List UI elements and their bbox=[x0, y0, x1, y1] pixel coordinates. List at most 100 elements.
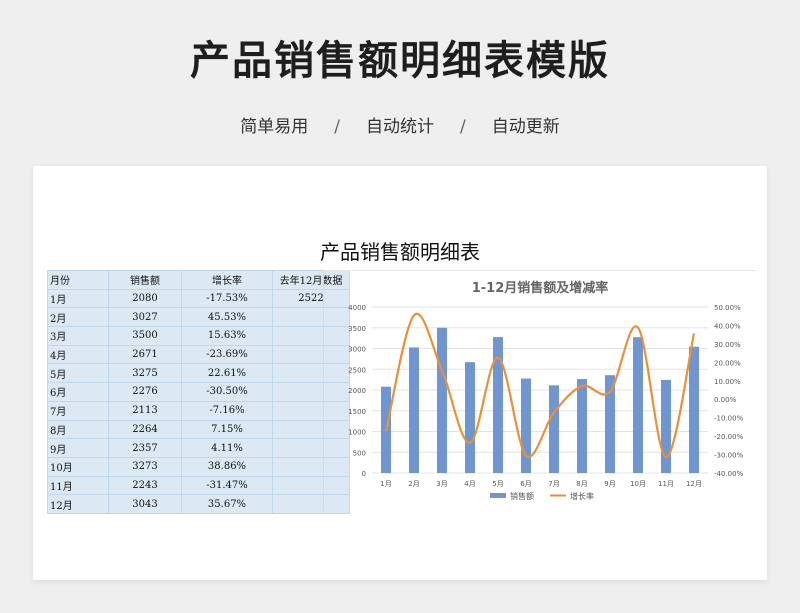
table-row: 8月 2264 7.15% bbox=[47, 419, 350, 440]
table-header-row: 月份 销售额 增长率 去年12月数据 bbox=[47, 270, 350, 290]
table-cell[interactable]: 2671 bbox=[108, 344, 182, 365]
y2-tick-label: 0.00% bbox=[714, 396, 737, 404]
bar-sales bbox=[689, 346, 699, 473]
table-cell[interactable]: 38.86% bbox=[181, 456, 273, 477]
tagline-item: 自动更新 bbox=[491, 117, 560, 137]
table-cell[interactable]: 3027 bbox=[108, 307, 182, 328]
legend-swatch-sales bbox=[490, 493, 506, 498]
bar-sales bbox=[549, 385, 559, 473]
sheet-title: 产品销售额明细表 bbox=[320, 240, 480, 264]
table-cell[interactable]: 3月 bbox=[47, 326, 109, 346]
table-cell[interactable]: -30.50% bbox=[181, 382, 273, 402]
bar-sales bbox=[437, 327, 447, 473]
table-cell[interactable]: 35.67% bbox=[181, 494, 273, 514]
x-tick-label: 1月 bbox=[380, 480, 391, 488]
sales-table: 月份 销售额 增长率 去年12月数据 1月 2080 -17.53% 2522 2月 30… bbox=[47, 270, 350, 514]
combo-chart: 1-12月销售额及增减率 0 500 1000 1500 2000 2500 3000 350… bbox=[323, 270, 756, 511]
table-cell[interactable]: 3273 bbox=[108, 456, 182, 477]
table-cell[interactable]: 12月 bbox=[47, 494, 109, 514]
tagline-item: 自动统计 bbox=[366, 117, 434, 137]
table-cell[interactable]: 2276 bbox=[108, 382, 182, 402]
table-cell[interactable]: 2080 bbox=[108, 288, 182, 309]
y2-tick-label: 30.00% bbox=[714, 341, 741, 349]
table-cell[interactable]: 10月 bbox=[47, 456, 109, 477]
y-tick-label: 1000 bbox=[348, 429, 366, 437]
bar-sales bbox=[577, 379, 587, 473]
table-cell[interactable]: 3500 bbox=[108, 326, 182, 346]
table-cell[interactable]: 8月 bbox=[47, 419, 109, 440]
table-cell[interactable]: -31.47% bbox=[181, 475, 273, 496]
y-tick-label: 0 bbox=[362, 470, 366, 478]
y-tick-label: 3500 bbox=[348, 325, 366, 333]
table-row: 1月 2080 -17.53% 2522 bbox=[47, 288, 350, 309]
bar-sales bbox=[661, 379, 671, 473]
table-cell[interactable]: 3275 bbox=[108, 363, 182, 384]
growth-rate-line bbox=[384, 312, 696, 459]
table-cell[interactable]: 2243 bbox=[108, 475, 182, 496]
table-cell[interactable]: 2357 bbox=[108, 438, 182, 458]
table-cell[interactable]: -7.16% bbox=[181, 400, 273, 421]
table-cell[interactable]: 5月 bbox=[47, 363, 109, 384]
y-tick-label: 1500 bbox=[348, 408, 366, 416]
table-cell[interactable]: 2264 bbox=[108, 419, 182, 440]
table-cell[interactable]: 6月 bbox=[47, 382, 109, 402]
table-cell[interactable]: 7.15% bbox=[181, 419, 273, 440]
table-cell[interactable]: -17.53% bbox=[181, 288, 273, 309]
table-cell[interactable]: 45.53% bbox=[181, 307, 273, 328]
table-cell[interactable]: 2113 bbox=[108, 400, 182, 421]
x-tick-label: 3月 bbox=[436, 480, 447, 488]
table-cell[interactable]: 2月 bbox=[47, 307, 109, 328]
table-row: 4月 2671 -23.69% bbox=[47, 344, 350, 365]
spreadsheet-preview: 产品销售额明细表 月份 销售额 增长率 去年12月数据 1月 2080 -17.53… bbox=[33, 166, 767, 580]
x-tick-label: 5月 bbox=[492, 480, 503, 488]
table-cell[interactable]: 22.61% bbox=[181, 363, 273, 384]
x-tick-label: 12月 bbox=[686, 480, 702, 488]
y-tick-label: 3000 bbox=[348, 346, 366, 354]
table-row: 12月 3043 35.67% bbox=[47, 494, 350, 514]
column-header: 增长率 bbox=[181, 270, 273, 290]
bar-sales bbox=[633, 337, 643, 473]
y-tick-label: 2000 bbox=[348, 387, 366, 395]
table-row: 11月 2243 -31.47% bbox=[47, 475, 350, 496]
table-cell[interactable]: 9月 bbox=[47, 438, 109, 458]
bar-sales bbox=[493, 337, 503, 473]
table-row: 7月 2113 -7.16% bbox=[47, 400, 350, 421]
table-cell[interactable] bbox=[272, 494, 350, 514]
table-row: 2月 3027 45.53% bbox=[47, 307, 350, 328]
x-tick-label: 8月 bbox=[576, 480, 587, 488]
table-cell[interactable]: 15.63% bbox=[181, 326, 273, 346]
y2-tick-label: 40.00% bbox=[714, 322, 741, 330]
x-tick-label: 6月 bbox=[520, 480, 531, 488]
page-title: 产品销售额明细表模版 bbox=[190, 38, 610, 84]
y2-tick-label: 50.00% bbox=[714, 304, 741, 312]
y2-tick-label: 20.00% bbox=[714, 359, 741, 367]
table-row: 9月 2357 4.11% bbox=[47, 438, 350, 458]
table-cell[interactable]: 4月 bbox=[47, 344, 109, 365]
bar-sales bbox=[465, 362, 475, 473]
table-cell[interactable]: 4.11% bbox=[181, 438, 273, 458]
legend-label-sales: 销售额 bbox=[510, 491, 534, 501]
table-cell[interactable]: 1月 bbox=[47, 288, 109, 309]
bar-sales bbox=[521, 378, 531, 473]
chart-svg: 1-12月销售额及增减率 0 500 1000 1500 2000 2500 3000 350… bbox=[348, 280, 744, 501]
y2-tick-label: -10.00% bbox=[714, 415, 744, 423]
x-tick-label: 9月 bbox=[604, 480, 615, 488]
tagline-item: 简单易用 bbox=[240, 117, 309, 137]
chart-title: 1-12月销售额及增减率 bbox=[472, 280, 609, 296]
legend-label-growth: 增长率 bbox=[570, 491, 594, 501]
x-tick-label: 11月 bbox=[658, 480, 674, 488]
x-tick-label: 7月 bbox=[548, 480, 559, 488]
table-cell[interactable]: 7月 bbox=[47, 400, 109, 421]
table-cell[interactable]: 11月 bbox=[47, 475, 109, 496]
table-cell[interactable]: 3043 bbox=[108, 494, 182, 514]
tagline-separator: / bbox=[334, 117, 340, 137]
y2-tick-label: -40.00% bbox=[714, 470, 744, 478]
y2-tick-label: -30.00% bbox=[714, 452, 744, 460]
y2-tick-label: -20.00% bbox=[714, 433, 744, 441]
bar-sales bbox=[409, 347, 419, 473]
chart-legend: 销售额 增长率 bbox=[490, 491, 594, 501]
table-cell[interactable]: -23.69% bbox=[181, 344, 273, 365]
y2-tick-label: 10.00% bbox=[714, 378, 741, 386]
y-tick-label: 500 bbox=[353, 449, 366, 457]
column-header: 月份 bbox=[47, 270, 109, 290]
